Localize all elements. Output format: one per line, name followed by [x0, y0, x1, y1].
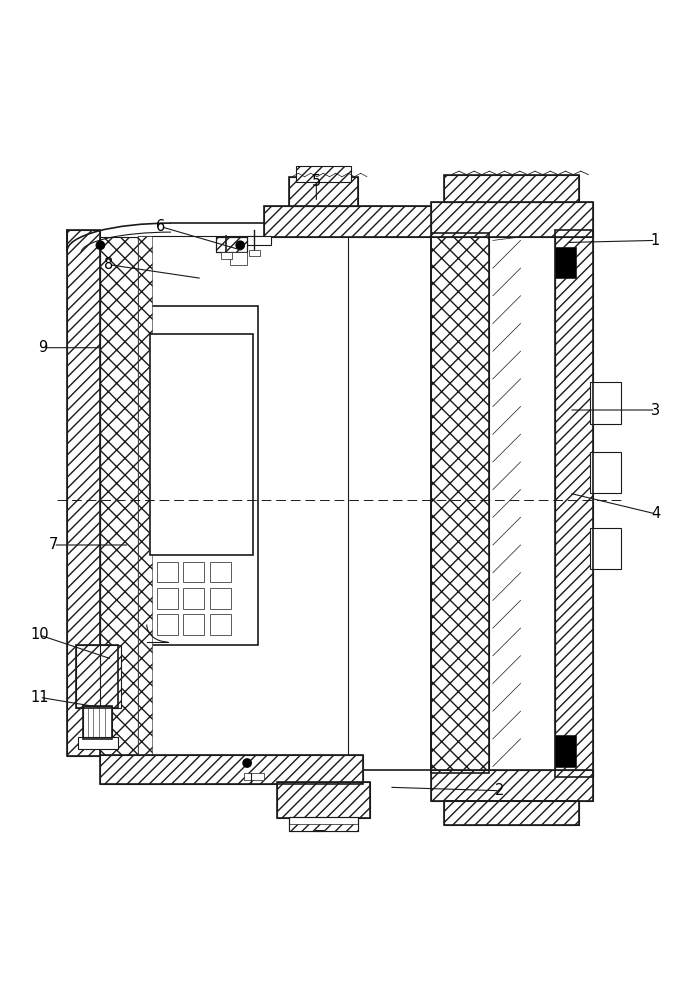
Text: 4: 4 — [651, 506, 660, 521]
Bar — [138, 236, 152, 755]
Text: 7: 7 — [49, 537, 58, 552]
Bar — [431, 770, 594, 801]
Bar — [210, 562, 231, 582]
Bar — [100, 237, 138, 756]
Bar — [590, 528, 621, 569]
Bar — [78, 737, 117, 749]
Bar — [555, 230, 594, 777]
Bar — [76, 645, 117, 708]
Circle shape — [96, 241, 104, 249]
Bar — [444, 801, 580, 825]
Bar — [555, 230, 594, 777]
Text: 10: 10 — [30, 627, 49, 642]
Bar — [244, 773, 264, 780]
Bar — [288, 817, 358, 831]
Text: 5: 5 — [312, 174, 321, 189]
Bar — [288, 824, 358, 831]
Bar — [100, 645, 121, 708]
Bar — [100, 755, 363, 784]
Bar — [264, 206, 431, 237]
Text: 2: 2 — [495, 783, 505, 798]
Bar — [444, 175, 580, 202]
Bar — [147, 306, 258, 645]
Bar — [444, 175, 580, 202]
Bar — [295, 166, 351, 182]
Bar — [431, 202, 594, 237]
Bar — [67, 230, 100, 756]
Bar — [590, 452, 621, 493]
Text: 1: 1 — [651, 233, 660, 248]
Bar — [431, 233, 489, 773]
Bar — [247, 236, 271, 245]
Bar — [489, 233, 555, 773]
Bar — [590, 382, 621, 424]
Bar — [67, 230, 100, 756]
Bar — [444, 801, 580, 825]
Text: 8: 8 — [104, 257, 113, 272]
Bar — [183, 614, 204, 635]
Circle shape — [236, 241, 245, 249]
Text: 6: 6 — [156, 219, 165, 234]
Bar — [183, 588, 204, 609]
Bar — [230, 252, 247, 265]
Bar — [250, 250, 261, 256]
Bar — [100, 755, 363, 784]
Bar — [216, 237, 247, 252]
Bar — [555, 735, 576, 767]
Bar — [183, 562, 204, 582]
Bar — [210, 588, 231, 609]
Bar — [288, 177, 358, 206]
Bar — [83, 706, 112, 739]
Text: 11: 11 — [30, 690, 49, 705]
Bar — [150, 334, 253, 555]
Bar — [221, 252, 232, 259]
Bar — [348, 237, 431, 770]
Bar — [157, 614, 178, 635]
Bar — [83, 706, 112, 739]
Bar — [431, 770, 594, 801]
Text: 3: 3 — [651, 403, 660, 418]
Bar — [264, 206, 431, 237]
Bar — [216, 237, 247, 252]
Text: 9: 9 — [38, 340, 47, 355]
Bar — [157, 562, 178, 582]
Bar — [157, 588, 178, 609]
Bar — [555, 247, 576, 278]
Bar — [277, 782, 370, 818]
Bar — [138, 236, 348, 755]
Bar — [76, 645, 117, 708]
Bar — [210, 614, 231, 635]
Bar — [288, 817, 358, 831]
Bar — [277, 782, 370, 818]
Circle shape — [243, 759, 252, 767]
Bar — [288, 177, 358, 206]
Bar — [431, 233, 489, 773]
Bar — [100, 237, 138, 756]
Bar — [431, 202, 594, 237]
